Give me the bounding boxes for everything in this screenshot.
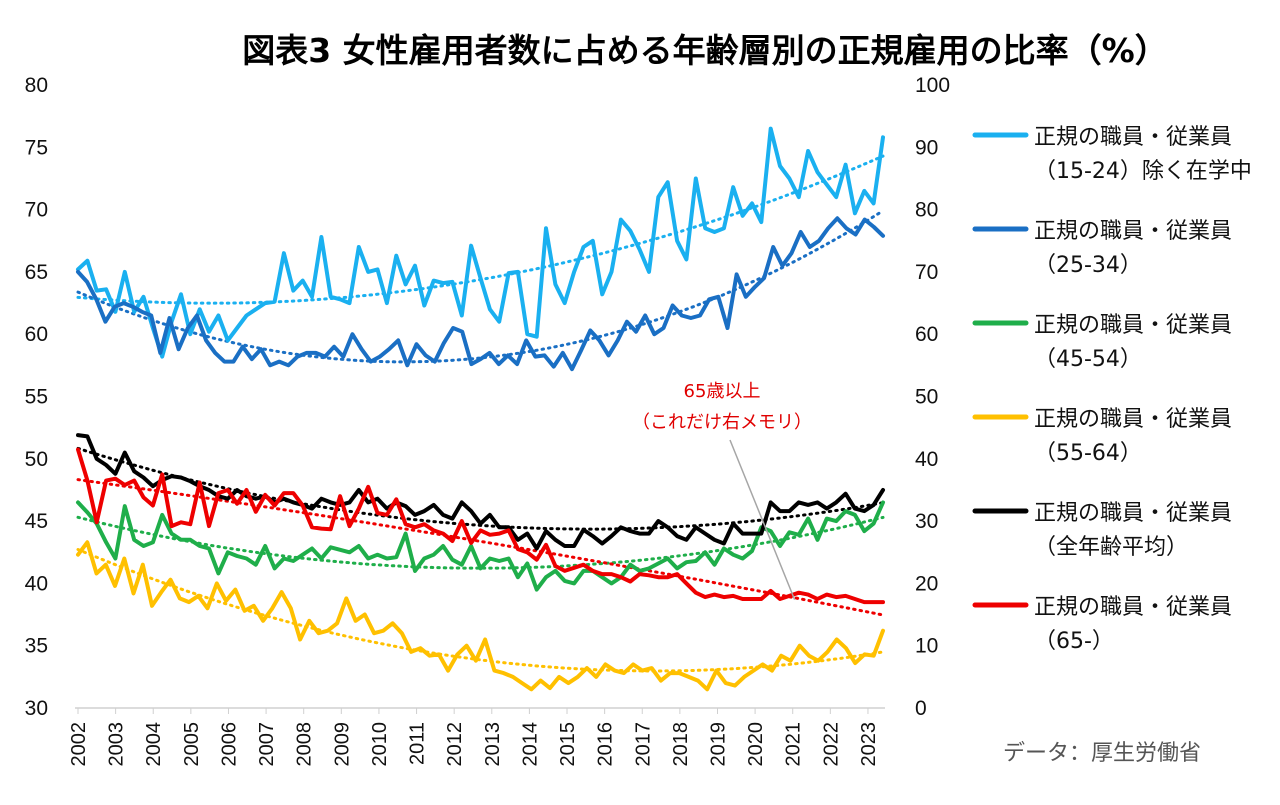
y-right-tick-label: 80 [915, 199, 938, 222]
y-left-tick-label: 40 [25, 572, 48, 595]
x-tick-label: 2015 [557, 722, 579, 767]
x-axis: 2002 2003 2004 2005 2006 2007 2008 2009 2010 2011… [68, 708, 880, 767]
x-tick-label: 2019 [707, 722, 729, 767]
x-tick-label: 2011 [407, 722, 429, 765]
x-tick-label: 2023 [858, 722, 880, 767]
x-tick-label: 2002 [68, 722, 90, 767]
x-tick-label: 2021 [783, 722, 805, 767]
y-right-tick-label: 20 [915, 572, 938, 595]
x-tick-label: 2004 [143, 722, 165, 767]
x-tick-label: 2010 [369, 722, 391, 767]
series-line-4 [76, 433, 885, 551]
y-right-tick-label: 70 [915, 261, 938, 284]
x-tick-label: 2020 [745, 722, 767, 767]
annotation-pointer [729, 439, 796, 600]
y-left-tick-label: 50 [25, 448, 48, 471]
x-tick-label: 2016 [595, 722, 617, 767]
y-left-tick-label: 60 [25, 323, 48, 346]
x-tick-label: 2017 [632, 722, 654, 767]
y-right-tick-label: 30 [915, 510, 938, 533]
legend-sublabel-2: （45-54） [1034, 347, 1142, 372]
x-tick-label: 2003 [106, 722, 128, 767]
series-line-3 [76, 540, 885, 692]
annotation-line2: （これだけ右メモリ） [632, 412, 812, 433]
legend-label-4: 正規の職員・従業員 [1034, 501, 1232, 526]
legend-label-2: 正規の職員・従業員 [1034, 313, 1232, 338]
x-tick-label: 2013 [482, 722, 504, 767]
series-line-0 [76, 126, 885, 359]
legend-label-5: 正規の職員・従業員 [1034, 595, 1232, 620]
series-lines [76, 126, 885, 692]
y-left-tick-label: 70 [25, 199, 48, 222]
trend-line-5 [76, 478, 885, 617]
x-tick-label: 2014 [519, 722, 541, 767]
y-left-tick-label: 65 [25, 261, 48, 284]
y-right-tick-label: 100 [915, 74, 950, 97]
x-tick-label: 2006 [218, 722, 240, 767]
y-right-tick-label: 10 [915, 635, 938, 658]
y-left-tick-label: 45 [25, 510, 48, 533]
y-right-tick-label: 60 [915, 323, 938, 346]
legend-label-0: 正規の職員・従業員 [1034, 125, 1232, 150]
y-axis-left: 80 75 70 65 60 55 50 45 40 35 30 [25, 74, 48, 720]
x-tick-label: 2018 [670, 722, 692, 767]
chart-title: 図表3 女性雇用者数に占める年齢層別の正規雇用の比率（%） [242, 31, 1168, 70]
x-tick-label: 2012 [444, 722, 466, 767]
y-left-tick-label: 75 [25, 136, 48, 159]
y-left-tick-label: 30 [25, 697, 48, 720]
legend-sublabel-1: （25-34） [1034, 253, 1142, 278]
y-right-tick-label: 40 [915, 448, 938, 471]
series-line-2 [76, 500, 885, 592]
annotation: 65歳以上 （これだけ右メモリ） [632, 381, 812, 600]
series-line-1 [76, 216, 885, 372]
legend-sublabel-0: （15-24）除く在学中 [1034, 159, 1252, 184]
y-right-tick-label: 90 [915, 136, 938, 159]
source-note: データ：厚生労働省 [1003, 741, 1201, 766]
legend-label-1: 正規の職員・従業員 [1034, 219, 1232, 244]
x-tick-label: 2005 [181, 722, 203, 767]
x-tick-label: 2007 [256, 722, 278, 767]
legend-label-3: 正規の職員・従業員 [1034, 407, 1232, 432]
trend-line-2 [76, 515, 885, 570]
y-right-tick-label: 50 [915, 386, 938, 409]
y-left-tick-label: 80 [25, 74, 48, 97]
y-left-tick-label: 35 [25, 635, 48, 658]
annotation-line1: 65歳以上 [684, 381, 761, 402]
series-line-5 [76, 447, 885, 605]
legend-sublabel-4: （全年齢平均） [1034, 535, 1188, 560]
legend-sublabel-3: （55-64） [1034, 441, 1142, 466]
y-left-tick-label: 55 [25, 386, 48, 409]
x-tick-label: 2022 [820, 722, 842, 767]
trend-line-1 [76, 209, 885, 364]
legend-sublabel-5: （65-） [1034, 629, 1114, 654]
y-right-tick-label: 0 [915, 697, 927, 720]
x-tick-label: 2009 [331, 722, 353, 767]
x-tick-label: 2008 [294, 722, 316, 767]
